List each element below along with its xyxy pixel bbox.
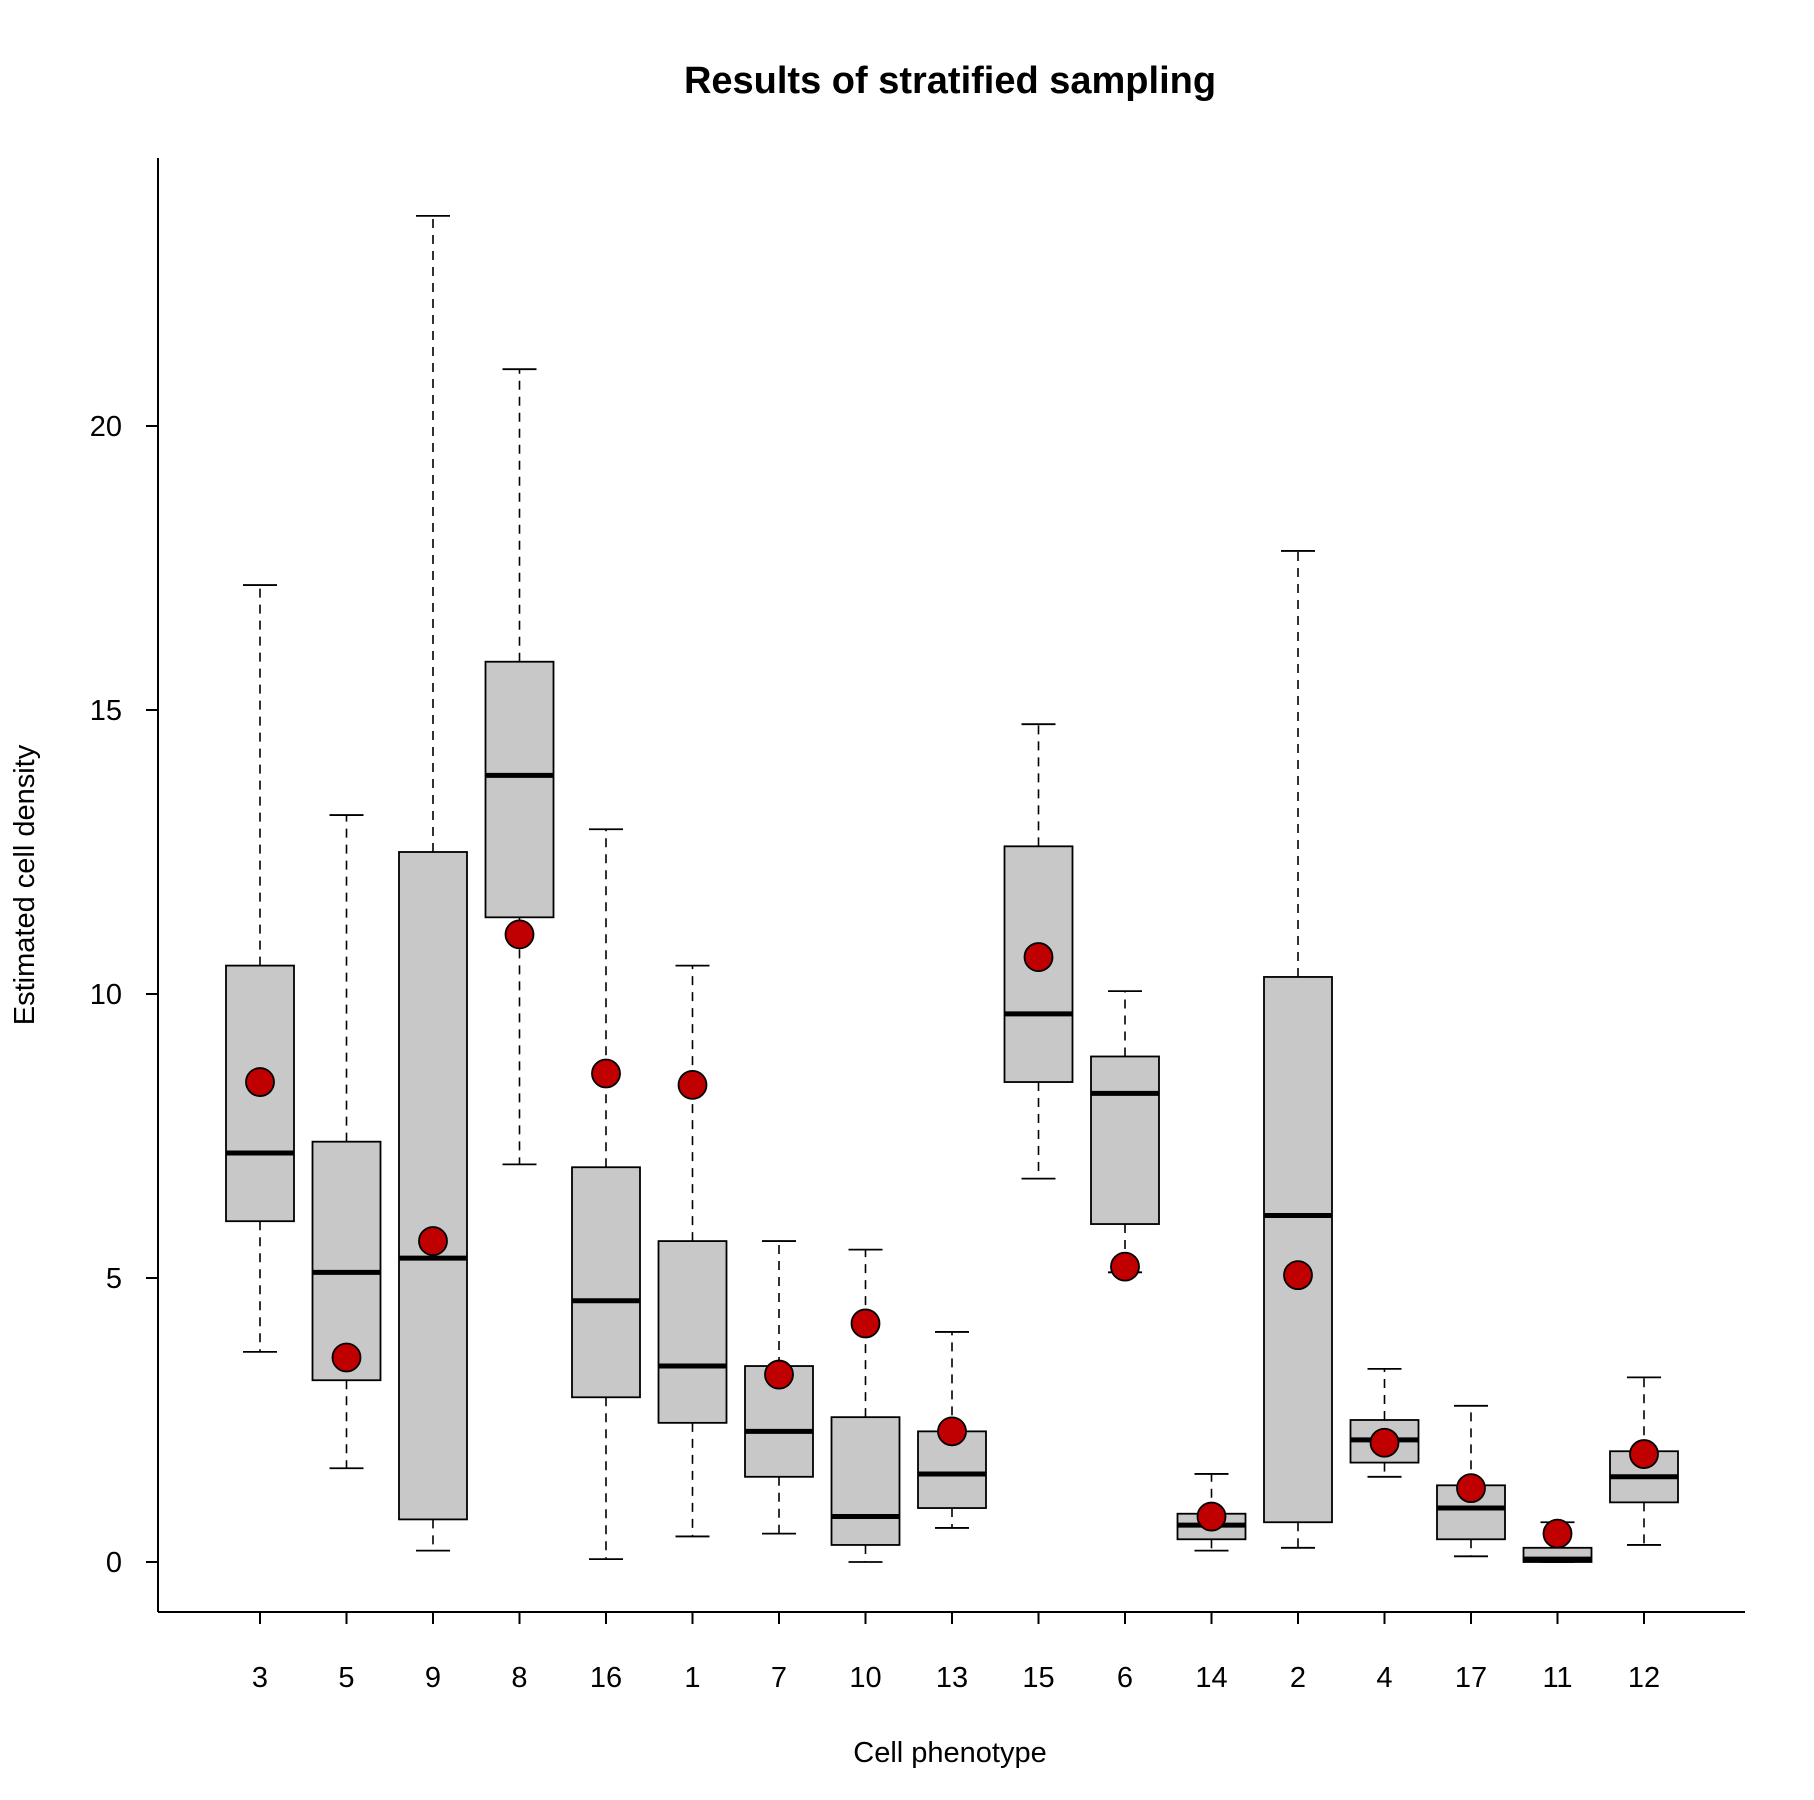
chart-title: Results of stratified sampling bbox=[684, 60, 1216, 102]
box-2 bbox=[1263, 550, 1333, 1549]
x-tick-label: 14 bbox=[1195, 1662, 1227, 1694]
y-tick-label: 5 bbox=[106, 1263, 122, 1295]
y-axis-label: Estimated cell density bbox=[9, 744, 41, 1025]
point-6 bbox=[1110, 1251, 1140, 1282]
x-tick-label: 13 bbox=[936, 1662, 968, 1694]
y-tick-label: 15 bbox=[90, 695, 122, 727]
point-15 bbox=[1023, 942, 1054, 972]
point-13 bbox=[937, 1416, 967, 1447]
box-10 bbox=[830, 1248, 901, 1563]
point-12 bbox=[1629, 1439, 1659, 1469]
y-tick-label: 20 bbox=[90, 411, 122, 443]
box-iqr bbox=[830, 1416, 901, 1546]
plot-area bbox=[225, 214, 1679, 1563]
y-tick-label: 0 bbox=[106, 1547, 122, 1579]
x-tick-label: 10 bbox=[849, 1662, 881, 1694]
point-3 bbox=[245, 1067, 275, 1097]
point-17 bbox=[1456, 1473, 1486, 1504]
x-tick-label: 11 bbox=[1542, 1662, 1572, 1694]
x-tick-label: 7 bbox=[771, 1662, 787, 1694]
box-iqr bbox=[1090, 1055, 1160, 1225]
point-14 bbox=[1196, 1501, 1227, 1532]
x-tick-label: 2 bbox=[1290, 1662, 1306, 1694]
point-5 bbox=[331, 1342, 362, 1373]
box-iqr bbox=[311, 1140, 382, 1382]
x-tick-label: 9 bbox=[425, 1662, 441, 1694]
point-9 bbox=[418, 1226, 448, 1256]
x-tick-label: 5 bbox=[338, 1662, 354, 1694]
box-9 bbox=[398, 214, 468, 1552]
box-iqr bbox=[571, 1166, 641, 1399]
x-tick-label: 4 bbox=[1376, 1662, 1392, 1694]
point-11 bbox=[1542, 1518, 1573, 1549]
point-10 bbox=[850, 1308, 881, 1339]
x-tick-label: 16 bbox=[590, 1662, 622, 1694]
point-1 bbox=[677, 1069, 708, 1100]
y-tick-label: 10 bbox=[90, 979, 122, 1011]
box-iqr bbox=[1263, 976, 1333, 1524]
box-16 bbox=[571, 828, 641, 1561]
point-4 bbox=[1369, 1427, 1400, 1458]
x-axis-label: Cell phenotype bbox=[853, 1737, 1046, 1769]
point-8 bbox=[504, 919, 535, 950]
x-axis-ticks: 3 5 9 8 16 1 7 10 13 15 6 14 2 4 17 11 12 bbox=[252, 1612, 1660, 1694]
y-axis-ticks: 0 5 10 15 20 bbox=[90, 411, 158, 1579]
box-iqr bbox=[657, 1240, 728, 1424]
x-tick-label: 3 bbox=[252, 1662, 268, 1694]
point-16 bbox=[591, 1058, 621, 1089]
box-5 bbox=[311, 814, 382, 1470]
x-tick-label: 12 bbox=[1628, 1662, 1660, 1694]
box-3 bbox=[225, 584, 295, 1353]
box-6 bbox=[1090, 990, 1160, 1274]
x-tick-label: 6 bbox=[1117, 1662, 1133, 1694]
point-2 bbox=[1283, 1260, 1313, 1291]
point-7 bbox=[764, 1359, 794, 1390]
box-4 bbox=[1349, 1367, 1420, 1478]
x-tick-label: 8 bbox=[511, 1662, 527, 1694]
box-iqr bbox=[398, 851, 468, 1521]
box-8 bbox=[484, 368, 555, 1166]
box-1 bbox=[657, 964, 728, 1538]
x-tick-label: 15 bbox=[1022, 1662, 1054, 1694]
box-iqr bbox=[484, 660, 555, 919]
x-tick-label: 17 bbox=[1455, 1662, 1487, 1694]
x-tick-label: 1 bbox=[684, 1662, 700, 1694]
